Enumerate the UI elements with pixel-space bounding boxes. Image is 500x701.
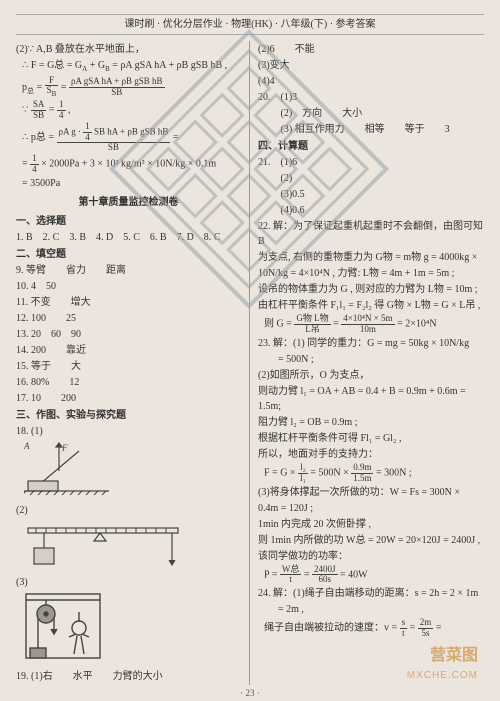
- right-column: (2)6 不能 (3)变大 (4)4 20. (1)3 (2) 方向 大小 (3…: [250, 41, 484, 685]
- answer: 11. 不变 增大: [16, 295, 241, 310]
- solution: = 500N ;: [258, 352, 484, 367]
- equation: 绳子自由端被拉动的速度：v = st = 2m5s =: [258, 618, 484, 639]
- solution: 则 1min 内所做的功 W总 = 20W = 20×120J = 2400J …: [258, 533, 484, 548]
- answer: (2) 方向 大小: [258, 106, 484, 121]
- answer: (2): [16, 503, 241, 518]
- equation: ∵ SASB = 14 ,: [16, 100, 241, 121]
- solution: 22. 解：为了保证起重机起重时不会翻倒，由图可知 B: [258, 219, 484, 249]
- solution: 由杠杆平衡条件 F₁l₁ = F₂l₂ 得 G物 × L物 = G × L吊 ,: [258, 298, 484, 313]
- content-columns: (2)∵ A,B 叠放在水平地面上， ∴ F = G总 = GA + GB = …: [16, 41, 484, 685]
- figure-18-2: [24, 520, 241, 573]
- subhead: 三、作图、实验与探究题: [16, 408, 241, 423]
- section-title: 第十章质量监控检测卷: [16, 195, 241, 210]
- solution: 所以，地面对手的支持力：: [258, 447, 484, 462]
- equation: F = G × l₂l₁ = 500N × 0.9m1.5m = 300N ;: [258, 463, 484, 484]
- svg-text:F: F: [61, 443, 68, 453]
- solution: 0.4m = 120J ;: [258, 501, 484, 516]
- solution: = 2m ,: [258, 602, 484, 617]
- solution: (2)如图所示，O 为支点，: [258, 368, 484, 383]
- subhead: 一、选择题: [16, 214, 241, 229]
- answer: 18. (1): [16, 424, 241, 439]
- answer: 20. (1)3: [258, 90, 484, 105]
- solution: 该同学做功的功率：: [258, 549, 484, 564]
- answer: (4)0.6: [258, 203, 484, 218]
- answer: 13. 20 60 90: [16, 327, 241, 342]
- answer: (3): [16, 575, 241, 590]
- equation: = 3500Pa: [16, 176, 241, 191]
- equation: ∴ p总 = ρA g · 14 SB hA + ρB gSB hBSB =: [16, 122, 241, 154]
- answer: 19. (1)右 水平 力臂的大小: [16, 669, 241, 684]
- solution: 23. 解：(1) 同学的重力：G = mg = 50kg × 10N/kg: [258, 336, 484, 351]
- equation: = 14 × 2000Pa + 3 × 10³ kg/m³ × 10N/kg ×…: [16, 154, 241, 175]
- answer: 21. (1)6: [258, 155, 484, 170]
- equation: P = W总t = 2400J60s = 40W: [258, 565, 484, 586]
- figure-18-1: A F: [24, 441, 241, 501]
- left-column: (2)∵ A,B 叠放在水平地面上， ∴ F = G总 = GA + GB = …: [16, 41, 250, 685]
- solution: 则动力臂 l₁ = OA + AB = 0.4 + B = 0.9m + 0.6…: [258, 384, 484, 414]
- answer: (3)变大: [258, 58, 484, 73]
- answer: (2): [258, 171, 484, 186]
- answer: 12. 100 25: [16, 311, 241, 326]
- page-number: · 23 ·: [16, 687, 484, 701]
- solution: 10N/kg = 4×10⁴N , 力臂: L物 = 4m + 1m = 5m …: [258, 266, 484, 281]
- answer: 15. 等于 大: [16, 359, 241, 374]
- answer: 17. 10 200: [16, 391, 241, 406]
- solution: (3)将身体撑起一次所做的功：W = Fs = 300N ×: [258, 485, 484, 500]
- subhead: 四、计算题: [258, 139, 484, 154]
- equation: p总 = FSB = ρA gSA hA + ρB gSB hBSB: [16, 76, 241, 99]
- subhead: 二、填空题: [16, 247, 241, 262]
- answer: 1. B 2. C 3. B 4. D 5. C 6. B 7. D 8. C: [16, 230, 241, 245]
- answer: (4)4: [258, 74, 484, 89]
- equation: 则 G = G物 L物L吊 = 4×10⁴N × 5m10m = 2×10⁴N: [258, 314, 484, 335]
- answer: (3) 相互作用力 相等 等于 3: [258, 122, 484, 137]
- answer: 10. 4 50: [16, 279, 241, 294]
- solution: 根据杠杆平衡条件可得 Fl₁ = Gl₂ ,: [258, 431, 484, 446]
- svg-text:A: A: [24, 441, 30, 451]
- answer: (3)0.5: [258, 187, 484, 202]
- answer: (2)6 不能: [258, 42, 484, 57]
- solution: 为支点, 右侧的重物重力为 G物 = m物 g = 4000kg ×: [258, 250, 484, 265]
- solution: 24. 解：(1)绳子自由端移动的距离：s = 2h = 2 × 1m: [258, 586, 484, 601]
- solution: 阻力臂 l₂ = OB = 0.9m ;: [258, 415, 484, 430]
- solution: 1min 内完成 20 次俯卧撑 ,: [258, 517, 484, 532]
- equation: ∴ F = G总 = GA + GB = ρA gSA hA + ρB gSB …: [16, 58, 241, 75]
- solution: 设吊的物体重力为 G , 则对应的力臂为 L物 = 10m ;: [258, 282, 484, 297]
- answer: 14. 200 靠近: [16, 343, 241, 358]
- answer: 9. 等臂 省力 距离: [16, 263, 241, 278]
- page-header: 课时刷 · 优化分层作业 · 物理(HK) · 八年级(下) · 参考答案: [16, 14, 484, 35]
- answer: 16. 80% 12: [16, 375, 241, 390]
- text: (2)∵ A,B 叠放在水平地面上，: [16, 42, 241, 57]
- figure-18-3: [24, 592, 241, 667]
